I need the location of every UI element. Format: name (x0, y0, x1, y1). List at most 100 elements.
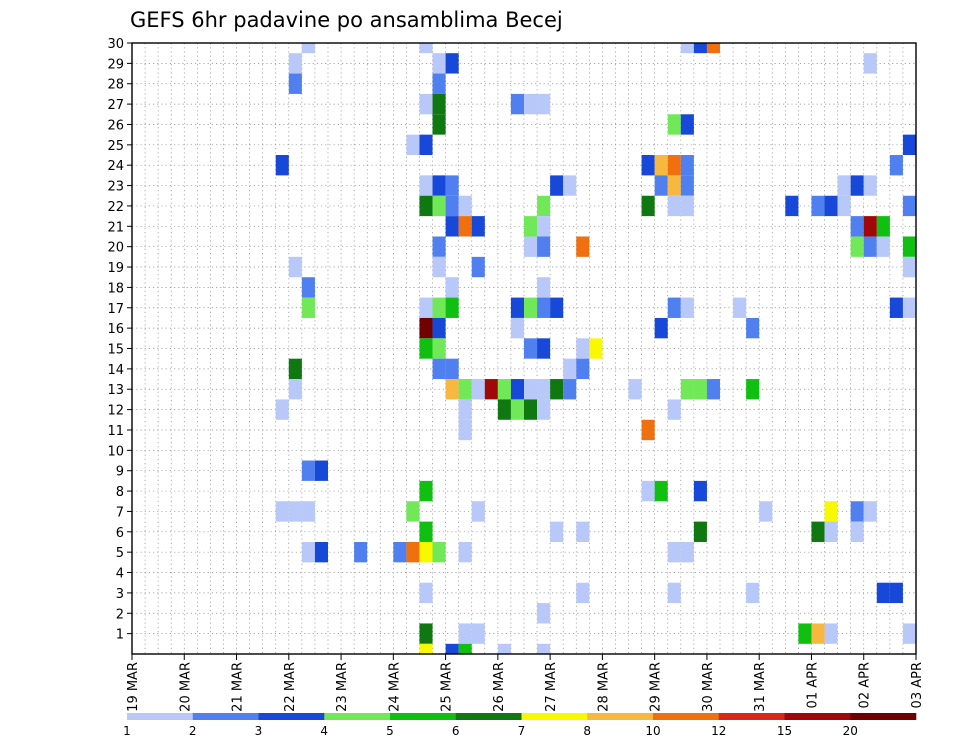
y-tick-label: 7 (116, 505, 124, 520)
heatmap-cell (550, 521, 564, 542)
heatmap-cell (589, 338, 603, 359)
heatmap-cell (902, 623, 916, 644)
heatmap-cell (445, 277, 459, 298)
heatmap-cell (445, 358, 459, 380)
heatmap-cell (641, 419, 655, 441)
heatmap-cell (850, 501, 864, 522)
heatmap-cell (510, 317, 524, 339)
colorbar-label: 3 (255, 724, 263, 738)
x-tick-label: 21 MAR (231, 662, 246, 712)
y-tick-label: 19 (107, 261, 124, 276)
colorbar-label: 7 (518, 724, 526, 738)
heatmap-cell (680, 155, 694, 176)
heatmap-cell (458, 195, 472, 217)
colorbar-label: 5 (386, 724, 394, 738)
y-tick-label: 15 (107, 343, 124, 358)
heatmap-cell (693, 43, 707, 54)
colorbar-swatch (521, 713, 588, 720)
heatmap-cell (537, 297, 551, 318)
heatmap-cell (445, 175, 459, 196)
x-tick-label: 27 MAR (544, 662, 559, 712)
heatmap-cell (537, 277, 551, 298)
heatmap-cell (419, 623, 433, 644)
y-tick-label: 20 (107, 241, 124, 256)
heatmap-cell (563, 379, 577, 400)
heatmap-cell (641, 155, 655, 176)
heatmap-cell (484, 379, 498, 400)
heatmap-cell (445, 643, 459, 654)
heatmap-cell (537, 399, 551, 420)
colorbar-label: 4 (320, 724, 328, 738)
heatmap-cell (693, 379, 707, 400)
heatmap-cell (419, 480, 433, 502)
x-tick-label: 01 APR (805, 662, 820, 708)
colorbar-label: 6 (452, 724, 460, 738)
heatmap-cell (759, 501, 773, 522)
heatmap-cell (537, 195, 551, 217)
heatmap-cell (419, 195, 433, 217)
y-tick-label: 4 (116, 567, 124, 582)
heatmap-cell (458, 419, 472, 441)
y-tick-label: 26 (107, 118, 124, 133)
heatmap-cell (301, 297, 315, 318)
heatmap-cell (419, 43, 433, 54)
heatmap-cell (419, 175, 433, 196)
y-tick-label: 2 (116, 607, 124, 622)
y-tick-label: 3 (116, 587, 124, 602)
y-tick-label: 6 (116, 526, 124, 541)
heatmap-cell (432, 73, 446, 94)
heatmap-cell (275, 399, 289, 420)
heatmap-cell (863, 216, 877, 237)
y-tick-label: 22 (107, 200, 124, 215)
heatmap-cell (419, 338, 433, 359)
heatmap-cell (667, 297, 681, 318)
y-tick-label: 14 (107, 363, 124, 378)
heatmap-cell (471, 216, 485, 237)
heatmap-cell (628, 379, 642, 400)
heatmap-cell (406, 541, 420, 563)
x-tick-label: 29 MAR (649, 662, 664, 712)
heatmap-cell (471, 623, 485, 644)
heatmap-cell (301, 43, 315, 54)
heatmap-cell (524, 399, 538, 420)
heatmap-cell (510, 297, 524, 318)
heatmap-cell (524, 297, 538, 318)
heatmap-cell (288, 53, 302, 74)
heatmap-cell (876, 582, 890, 604)
heatmap-cell (432, 256, 446, 278)
x-tick-label: 23 MAR (335, 662, 350, 712)
heatmap-cell (419, 521, 433, 542)
heatmap-cell (354, 541, 368, 563)
heatmap-cell (667, 175, 681, 196)
x-tick-label: 20 MAR (178, 662, 193, 712)
colorbar-swatch (784, 713, 851, 720)
heatmap-cell (432, 541, 446, 563)
y-tick-label: 13 (107, 383, 124, 398)
heatmap-cell (850, 236, 864, 257)
colorbar-label: 8 (583, 724, 591, 738)
heatmap-cell (863, 501, 877, 522)
colorbar-swatch (324, 713, 391, 720)
heatmap-cell (432, 114, 446, 135)
heatmap-cell (524, 236, 538, 257)
y-tick-label: 28 (107, 78, 124, 93)
heatmap-cell (537, 338, 551, 359)
heatmap-cell (902, 256, 916, 278)
heatmap-cell (680, 297, 694, 318)
heatmap-cell (445, 195, 459, 217)
colorbar-label: 12 (711, 724, 726, 738)
colorbar-swatch (258, 713, 325, 720)
heatmap-cell (419, 541, 433, 563)
heatmap-cell (301, 541, 315, 563)
heatmap-cell (654, 317, 668, 339)
heatmap-cell (550, 379, 564, 400)
heatmap-cell (654, 175, 668, 196)
heatmap-cell (537, 379, 551, 400)
heatmap-cell (301, 277, 315, 298)
heatmap-cell (445, 216, 459, 237)
heatmap-cell (824, 521, 838, 542)
y-tick-label: 11 (107, 424, 124, 439)
heatmap-cell (471, 256, 485, 278)
heatmap-cell (419, 582, 433, 604)
